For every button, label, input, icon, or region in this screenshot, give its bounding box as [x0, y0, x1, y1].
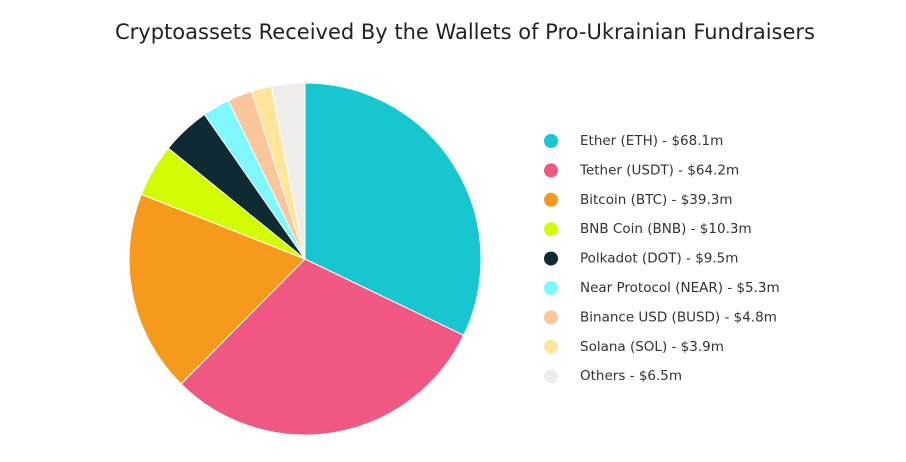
pie-slice [270, 82, 306, 260]
pie-slice [180, 258, 465, 436]
legend-label: Others - $6.5m [580, 368, 682, 384]
pie-slice [304, 82, 482, 336]
legend-marker [544, 134, 558, 148]
legend-label: BNB Coin (BNB) - $10.3m [580, 221, 752, 237]
legend-label: Ether (ETH) - $68.1m [580, 133, 723, 149]
legend-label: Binance USD (BUSD) - $4.8m [580, 309, 777, 325]
legend-marker [544, 310, 558, 325]
legend-marker [544, 163, 558, 178]
legend-label: Bitcoin (BTC) - $39.3m [580, 192, 733, 208]
legend-marker [544, 251, 558, 266]
legend-marker [544, 281, 558, 295]
legend-marker [544, 339, 558, 354]
legend-marker [544, 192, 558, 207]
chart-title: Cryptoassets Received By the Wallets of … [115, 20, 815, 44]
legend-label: Tether (USDT) - $64.2m [579, 162, 739, 178]
legend-label: Solana (SOL) - $3.9m [580, 339, 724, 355]
legend-marker [544, 222, 558, 237]
legend-label: Polkadot (DOT) - $9.5m [580, 251, 738, 267]
legend-marker [544, 369, 558, 384]
legend-label: Near Protocol (NEAR) - $5.3m [580, 280, 780, 296]
